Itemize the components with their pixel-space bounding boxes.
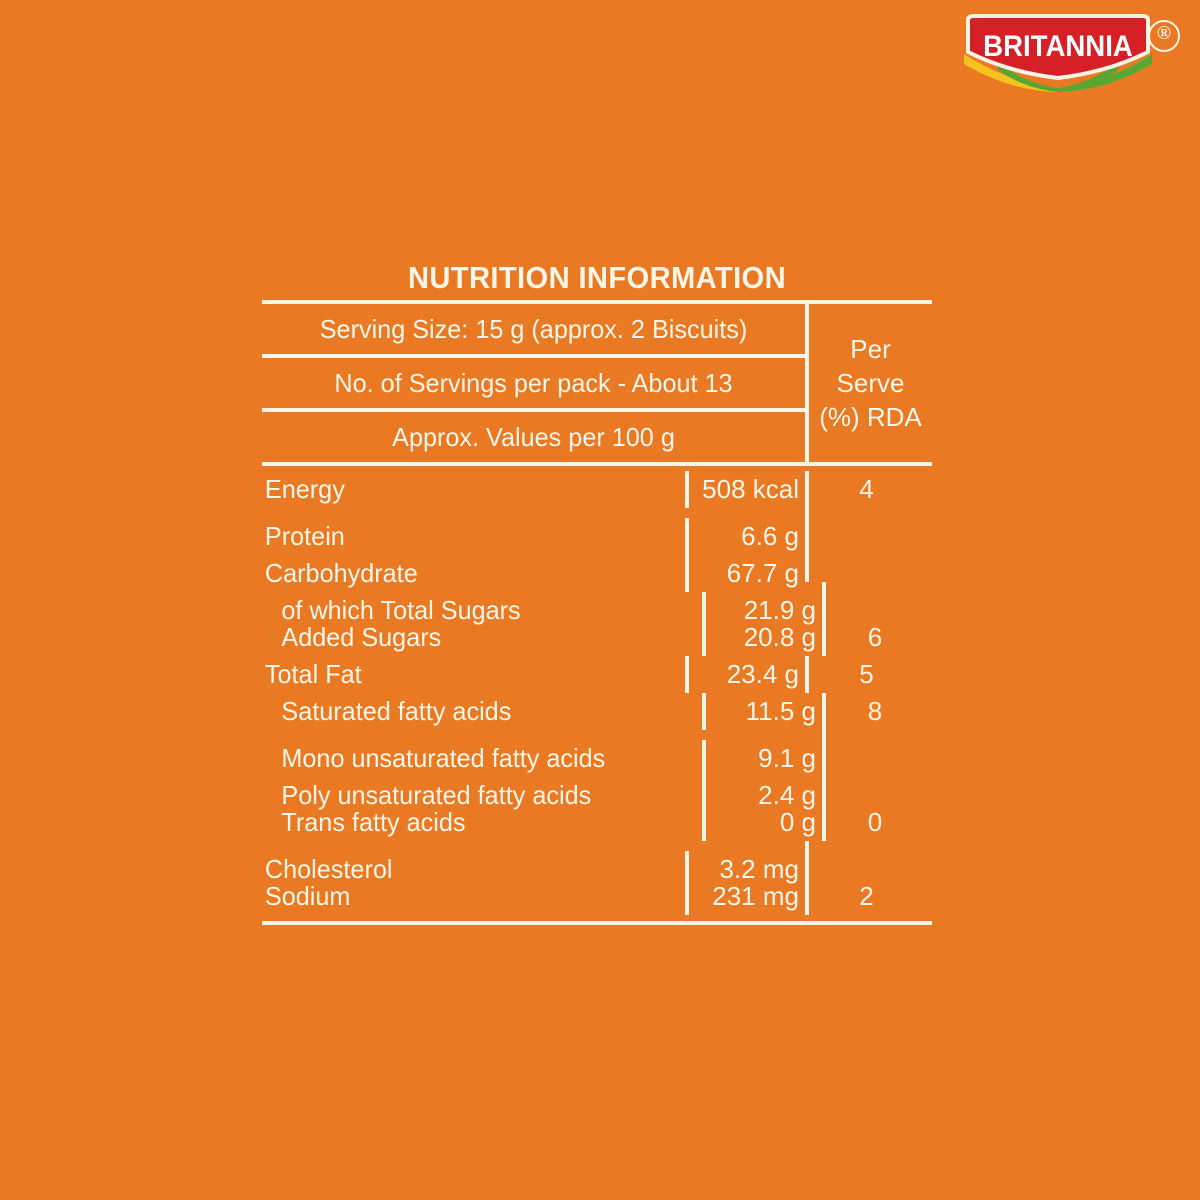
nutrient-rows: Energy 508 kcal 4 Protein 6.6 g Carbohydrate 6… bbox=[262, 466, 932, 921]
logo-swoosh-green-inner bbox=[998, 62, 1118, 92]
nutrient-rda-per-serve: 2 bbox=[805, 878, 932, 915]
table-header: Serving Size: 15 g (approx. 2 Biscuits) … bbox=[262, 304, 932, 462]
table-header-left: Serving Size: 15 g (approx. 2 Biscuits) … bbox=[262, 304, 805, 462]
britannia-logo: BRITANNIA bbox=[958, 14, 1158, 92]
nutrient-name: Mono unsaturated fatty acids bbox=[281, 743, 606, 773]
serving-size-row: Serving Size: 15 g (approx. 2 Biscuits) bbox=[319, 314, 748, 344]
nutrient-value-per-100g: 231 mg bbox=[685, 878, 805, 915]
nutrient-row: Energy 508 kcal 4 bbox=[262, 471, 932, 508]
nutrient-name: Added Sugars bbox=[281, 622, 442, 652]
nutrient-rda-per-serve bbox=[805, 841, 932, 878]
nutrient-value-per-100g: 9.1 g bbox=[702, 740, 822, 777]
rda-header-line-1: Per bbox=[850, 334, 891, 364]
nutrient-name: Saturated fatty acids bbox=[281, 696, 512, 726]
nutrient-rda-per-serve: 8 bbox=[822, 693, 932, 730]
nutrient-row: Poly unsaturated fatty acids 2.4 g bbox=[262, 767, 932, 814]
table-header-bottom-rule bbox=[262, 462, 932, 466]
nutrient-name: Total Fat bbox=[264, 659, 362, 689]
nutrient-value-per-100g: 21.9 g bbox=[702, 592, 822, 629]
registered-trademark-icon: ® bbox=[1148, 20, 1180, 52]
rda-column-header: Per Serve (%) RDA bbox=[805, 304, 932, 462]
nutrient-value-per-100g: 2.4 g bbox=[702, 777, 822, 814]
nutrient-row: of which Total Sugars 21.9 g bbox=[262, 582, 932, 629]
nutrient-value-per-100g: 23.4 g bbox=[685, 656, 805, 693]
nutrient-row: Cholesterol 3.2 mg bbox=[262, 841, 932, 888]
nutrient-rda-per-serve: 5 bbox=[805, 656, 932, 693]
nutrient-rda-per-serve: 6 bbox=[822, 619, 932, 656]
nutrient-value-per-100g: 3.2 mg bbox=[685, 851, 805, 888]
nutrient-value-per-100g: 67.7 g bbox=[685, 555, 805, 592]
approx-values-row: Approx. Values per 100 g bbox=[392, 422, 675, 452]
header-rule-2 bbox=[262, 408, 805, 412]
panel-title: NUTRITION INFORMATION bbox=[407, 260, 787, 295]
nutrient-rda-per-serve bbox=[822, 767, 932, 804]
servings-per-pack-row: No. of Servings per pack - About 13 bbox=[334, 368, 733, 398]
logo-wordmark: BRITANNIA bbox=[983, 30, 1133, 63]
nutrient-name: Poly unsaturated fatty acids bbox=[281, 780, 592, 810]
nutrient-value-per-100g: 20.8 g bbox=[702, 619, 822, 656]
nutrient-name: Protein bbox=[264, 521, 345, 551]
nutrient-value-per-100g: 11.5 g bbox=[702, 693, 822, 730]
nutrient-rda-per-serve: 4 bbox=[805, 471, 932, 508]
table-bottom-rule bbox=[262, 921, 932, 925]
nutrient-rda-per-serve bbox=[822, 582, 932, 619]
rda-header-line-2: Serve bbox=[836, 368, 905, 398]
nutrient-row: Mono unsaturated fatty acids 9.1 g bbox=[262, 730, 932, 777]
nutrient-name: Trans fatty acids bbox=[281, 807, 466, 837]
nutrient-rda-per-serve bbox=[805, 545, 932, 582]
nutrient-name: Energy bbox=[264, 474, 345, 504]
nutrient-name: of which Total Sugars bbox=[281, 595, 521, 625]
nutrient-row: Sodium 231 mg 2 bbox=[262, 878, 932, 915]
nutrition-information-panel: NUTRITION INFORMATION Serving Size: 15 g… bbox=[262, 258, 932, 925]
nutrient-value-per-100g: 6.6 g bbox=[685, 518, 805, 555]
nutrient-value-per-100g: 0 g bbox=[702, 804, 822, 841]
table-top-rule bbox=[262, 300, 932, 304]
header-rule-1 bbox=[262, 354, 805, 358]
nutrient-row: Protein 6.6 g bbox=[262, 508, 932, 555]
logo-banner bbox=[966, 14, 1150, 80]
nutrient-rda-per-serve bbox=[805, 508, 932, 545]
nutrient-value-per-100g: 508 kcal bbox=[685, 471, 805, 508]
nutrient-row: Carbohydrate 67.7 g bbox=[262, 545, 932, 592]
rda-header-line-3: (%) RDA bbox=[819, 402, 922, 432]
britannia-logo-svg: BRITANNIA bbox=[964, 14, 1152, 92]
nutrient-name: Carbohydrate bbox=[264, 558, 418, 588]
nutrient-rda-per-serve bbox=[822, 730, 932, 767]
nutrient-name: Cholesterol bbox=[264, 854, 393, 884]
nutrient-name: Sodium bbox=[264, 881, 351, 911]
nutrient-rda-per-serve: 0 bbox=[822, 804, 932, 841]
